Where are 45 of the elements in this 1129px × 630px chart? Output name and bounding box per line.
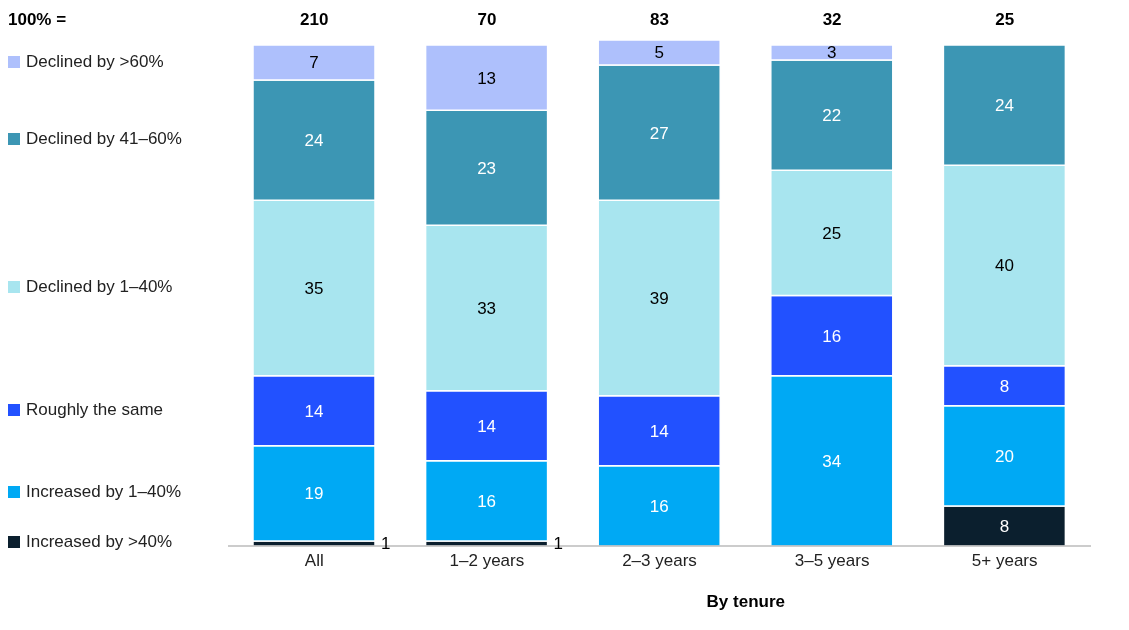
data-label: 14	[304, 401, 324, 421]
data-label: 13	[477, 68, 497, 88]
text: 210	[299, 10, 330, 30]
text: 32	[821, 10, 843, 30]
data-label: 7	[309, 53, 319, 73]
data-label: 34	[822, 451, 842, 471]
data-label: 14	[477, 416, 497, 436]
legend-label: Declined by >60%	[25, 51, 164, 72]
data-label: 14	[649, 421, 669, 441]
legend-label: Declined by 1–40%	[25, 276, 173, 297]
data-label: 16	[477, 491, 497, 511]
x-tick-label: 3–5 years	[794, 551, 870, 571]
data-label: 35	[304, 278, 324, 298]
data-label: 27	[649, 123, 669, 143]
data-label: 1	[553, 534, 564, 554]
legend-label: Increased by 1–40%	[25, 482, 181, 503]
data-label: 39	[649, 288, 669, 308]
x-tick-label: All	[304, 551, 324, 571]
data-label: 3	[827, 43, 837, 63]
legend-label: Increased by >40%	[25, 532, 173, 553]
data-label: 8	[999, 376, 1010, 396]
data-label: 8	[999, 516, 1010, 536]
text: 25	[994, 10, 1016, 30]
data-label: 20	[994, 446, 1014, 466]
legend-label: Roughly the same	[25, 399, 164, 420]
data-label: 22	[822, 106, 842, 126]
data-label: 16	[822, 326, 842, 346]
data-label: 5	[654, 43, 664, 63]
data-label: 40	[994, 256, 1014, 276]
data-label: 23	[477, 158, 497, 178]
data-label: 24	[994, 96, 1014, 116]
x-tick-label: 5+ years	[971, 551, 1038, 571]
x-tick-label: 2–3 years	[622, 551, 697, 571]
text: 100% =	[8, 10, 67, 30]
data-label: 1	[381, 534, 391, 554]
data-label: 16	[649, 496, 669, 516]
data-label: 24	[304, 131, 324, 151]
text: 83	[649, 10, 670, 30]
x-axis-title: By tenure	[705, 592, 786, 612]
data-label: 25	[822, 223, 842, 243]
legend-label: Declined by 41–60%	[25, 129, 182, 150]
x-tick-label: 1–2 years	[449, 551, 525, 571]
data-label: 33	[477, 298, 497, 318]
data-label: 19	[304, 484, 324, 504]
text: 70	[476, 10, 498, 30]
